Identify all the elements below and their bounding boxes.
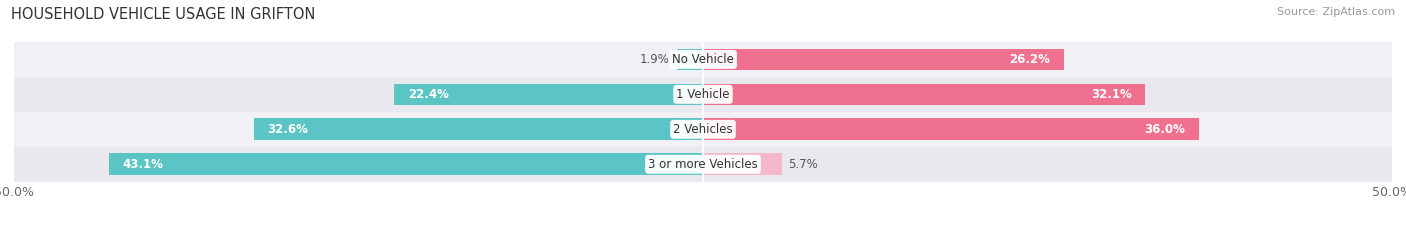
Text: No Vehicle: No Vehicle xyxy=(672,53,734,66)
Bar xyxy=(14,77,1392,112)
Bar xyxy=(703,118,1199,140)
Bar xyxy=(703,49,1064,70)
Bar xyxy=(14,112,1392,147)
Text: Source: ZipAtlas.com: Source: ZipAtlas.com xyxy=(1277,7,1395,17)
Text: HOUSEHOLD VEHICLE USAGE IN GRIFTON: HOUSEHOLD VEHICLE USAGE IN GRIFTON xyxy=(11,7,315,22)
Bar xyxy=(110,153,703,175)
Bar xyxy=(676,49,703,70)
Text: 1 Vehicle: 1 Vehicle xyxy=(676,88,730,101)
Bar xyxy=(703,83,1146,105)
Bar xyxy=(703,153,782,175)
Text: 32.6%: 32.6% xyxy=(267,123,308,136)
Bar xyxy=(14,147,1392,182)
Text: 36.0%: 36.0% xyxy=(1144,123,1185,136)
Bar xyxy=(254,118,703,140)
Text: 22.4%: 22.4% xyxy=(408,88,449,101)
Text: 2 Vehicles: 2 Vehicles xyxy=(673,123,733,136)
Bar xyxy=(394,83,703,105)
Text: 3 or more Vehicles: 3 or more Vehicles xyxy=(648,158,758,171)
Text: 1.9%: 1.9% xyxy=(640,53,669,66)
Text: 32.1%: 32.1% xyxy=(1091,88,1132,101)
Text: 26.2%: 26.2% xyxy=(1010,53,1050,66)
Legend: Owner-occupied, Renter-occupied: Owner-occupied, Renter-occupied xyxy=(565,229,841,233)
Text: 5.7%: 5.7% xyxy=(789,158,818,171)
Bar xyxy=(14,42,1392,77)
Text: 43.1%: 43.1% xyxy=(122,158,163,171)
